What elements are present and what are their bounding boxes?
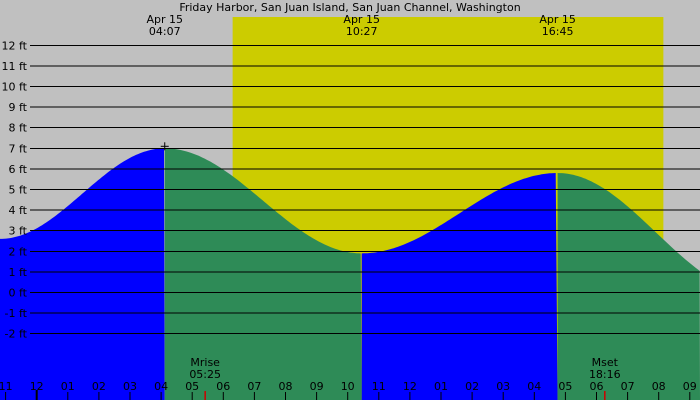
y-tick-label: 6 ft [9,163,28,176]
hour-tick-label: 09 [310,380,324,393]
hour-tick-label: 07 [247,380,261,393]
hour-tick-label: 03 [496,380,510,393]
y-tick-label: 0 ft [9,287,28,300]
y-tick-label: 5 ft [9,184,28,197]
hour-tick-label: 08 [279,380,293,393]
y-tick-label: 4 ft [9,204,28,217]
y-tick-label: 10 ft [2,81,28,94]
y-tick-label: 11 ft [2,60,28,73]
hour-tick-label: 06 [216,380,230,393]
moon-event-label: Mset [592,356,619,369]
gridlines [30,44,700,335]
hour-tick-label: 12 [30,380,44,393]
extreme-time-label: 16:45 [542,25,574,38]
extreme-time-label: 10:27 [346,25,378,38]
y-tick-label: 12 ft [2,39,28,52]
hour-tick-label: 04 [527,380,541,393]
extreme-date-label: Apr 15 [343,13,380,26]
hour-tick-label: 12 [403,380,417,393]
falling-tide-segment [557,173,700,400]
y-tick-label: 7 ft [9,142,28,155]
moon-event-time: 18:16 [589,368,621,381]
y-axis-labels: 12 ft 11 ft 10 ft 9 ft 8 ft 7 ft 6 ft 5 ft 4 ft 3… [2,39,28,340]
falling-tide-segment [164,148,362,400]
hour-tick-label: 05 [558,380,572,393]
hour-tick-label: 04 [154,380,168,393]
hour-tick-label: 01 [434,380,448,393]
y-tick-label: 9 ft [9,101,28,114]
hour-tick-label: 11 [372,380,386,393]
x-axis-hours: 11 12 01 02 03 04 05 06 07 08 09 10 11 12 01 02 03 04 05 06… [0,380,697,400]
extreme-date-label: Apr 15 [146,13,183,26]
rising-tide-segment [361,173,558,400]
hour-tick-label: 10 [341,380,355,393]
moon-event-time: 05:25 [189,368,221,381]
y-tick-label: 3 ft [9,225,28,238]
hour-tick-label: 03 [123,380,137,393]
rising-tide-segment [0,148,165,400]
hour-tick-label: 02 [465,380,479,393]
hour-tick-label: 01 [61,380,75,393]
y-tick-label: 2 ft [9,245,28,258]
y-tick-label: -1 ft [5,307,28,320]
y-tick-label: -2 ft [5,328,28,341]
hour-tick-label: 07 [621,380,635,393]
y-tick-label: 8 ft [9,122,28,135]
hour-tick-label: 08 [652,380,666,393]
tide-fills [0,148,700,400]
hour-tick-label: 06 [590,380,604,393]
y-tick-label: 1 ft [9,266,28,279]
hour-tick-label: 02 [92,380,106,393]
chart-title: Friday Harbor, San Juan Island, San Juan… [179,1,520,14]
extreme-time-label: 04:07 [149,25,181,38]
hour-tick-label: 09 [683,380,697,393]
moon-event-label: Mrise [190,356,220,369]
hour-tick-label: 11 [0,380,13,393]
hour-tick-label: 05 [185,380,199,393]
extreme-date-label: Apr 15 [539,13,576,26]
